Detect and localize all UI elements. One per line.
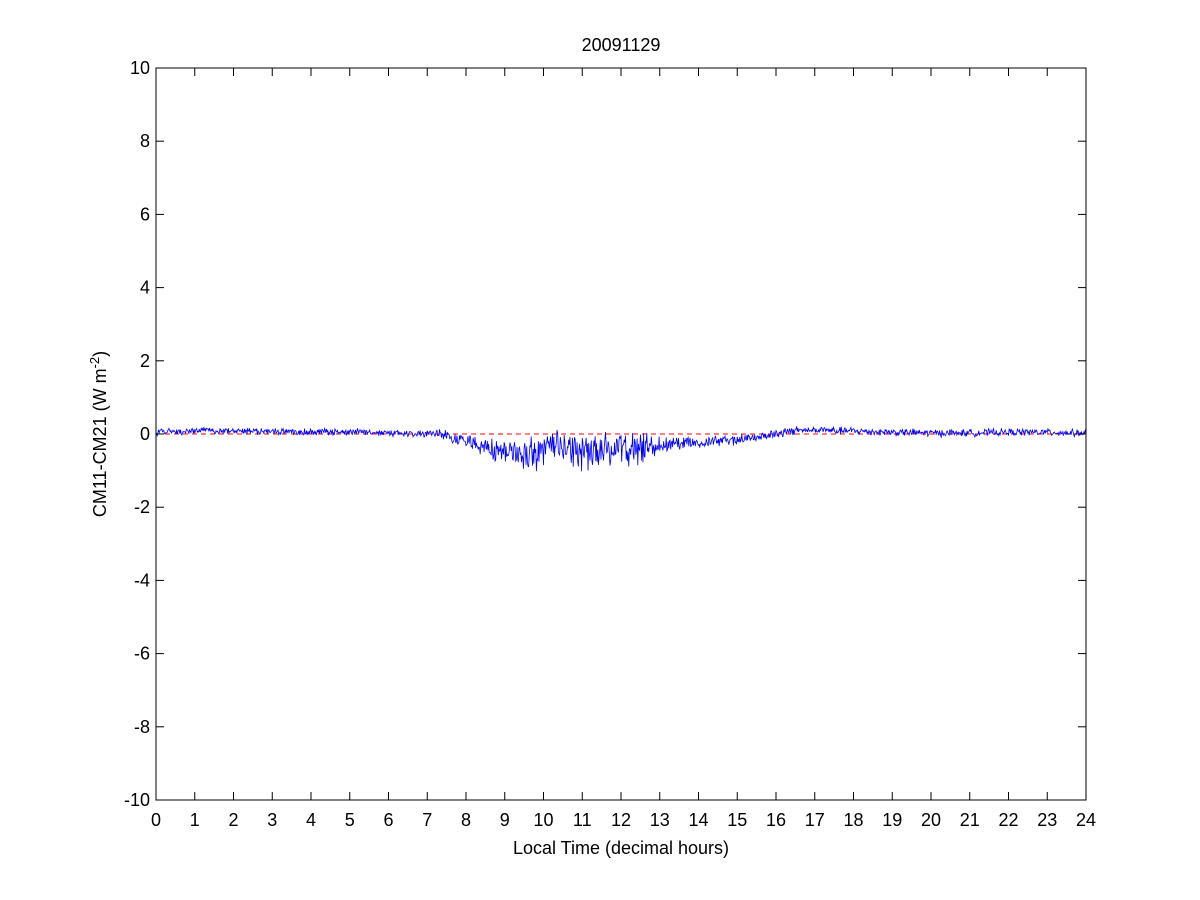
- y-tick-label: 0: [140, 424, 150, 444]
- x-tick-label: 8: [461, 810, 471, 830]
- x-tick-label: 15: [727, 810, 747, 830]
- x-tick-label: 7: [422, 810, 432, 830]
- y-tick-label: -10: [124, 790, 150, 810]
- x-tick-label: 21: [960, 810, 980, 830]
- x-tick-label: 19: [882, 810, 902, 830]
- y-tick-label: 8: [140, 131, 150, 151]
- x-tick-label: 2: [228, 810, 238, 830]
- x-tick-label: 6: [383, 810, 393, 830]
- x-tick-label: 17: [805, 810, 825, 830]
- y-axis-label-close: ): [90, 351, 110, 357]
- y-axis-label-main: CM11-CM21 (W m: [90, 368, 110, 517]
- x-tick-label: 9: [500, 810, 510, 830]
- x-tick-label: 22: [998, 810, 1018, 830]
- y-axis-label: CM11-CM21 (W m-2): [87, 351, 110, 517]
- y-tick-label: -8: [134, 717, 150, 737]
- x-tick-label: 0: [151, 810, 161, 830]
- x-tick-label: 14: [688, 810, 708, 830]
- y-tick-label: 2: [140, 351, 150, 371]
- x-tick-label: 23: [1037, 810, 1057, 830]
- x-tick-label: 24: [1076, 810, 1096, 830]
- series-layer: [155, 425, 1087, 472]
- chart-title: 20091129: [582, 35, 661, 55]
- x-tick-label: 16: [766, 810, 786, 830]
- y-axis-label-superscript: -2: [87, 357, 102, 369]
- x-tick-label: 5: [345, 810, 355, 830]
- x-tick-label: 20: [921, 810, 941, 830]
- y-tick-label: 10: [130, 58, 150, 78]
- y-tick-label: -4: [134, 570, 150, 590]
- data-series-line: [155, 425, 1087, 472]
- x-tick-label: 13: [650, 810, 670, 830]
- x-tick-label: 18: [843, 810, 863, 830]
- x-axis: 0 1 2 3 4 5 6 7 8 9 10 11 12 13 14 15 16 17 18 19 20 21 22 23 24: [151, 68, 1096, 830]
- x-tick-label: 1: [190, 810, 200, 830]
- y-axis: -10 -8 -6 -4 -2 0 2 4 6 8 10: [124, 58, 1086, 810]
- x-tick-label: 11: [573, 810, 592, 830]
- x-tick-label: 3: [267, 810, 277, 830]
- x-tick-label: 10: [533, 810, 553, 830]
- y-tick-label: -6: [134, 644, 150, 664]
- x-axis-label: Local Time (decimal hours): [513, 838, 729, 858]
- x-tick-label: 4: [306, 810, 316, 830]
- y-tick-label: -2: [134, 497, 150, 517]
- x-tick-label: 12: [611, 810, 631, 830]
- y-tick-label: 4: [140, 278, 150, 298]
- y-tick-label: 6: [140, 204, 150, 224]
